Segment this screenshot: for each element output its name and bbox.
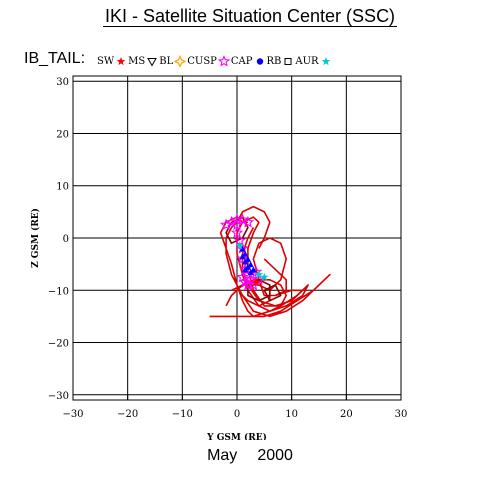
- legend-label: BL: [159, 55, 174, 67]
- legend-symbol-icon: [321, 57, 330, 66]
- footer-date: May 2000: [0, 447, 500, 465]
- marker-sw: [251, 277, 261, 287]
- orbit-track: [263, 258, 288, 297]
- orbit-track: [219, 216, 331, 318]
- marker-cap: [242, 258, 249, 265]
- x-tick-label: 0: [234, 409, 240, 420]
- legend-item-bl: BL: [159, 55, 187, 67]
- legend-label: RB: [266, 55, 282, 67]
- legend-item-aur: AUR: [295, 55, 331, 67]
- legend-glyph: [147, 58, 158, 67]
- title-text: IKI - Satellite Situation Center (SSC): [102, 6, 398, 27]
- marker-cusp: [230, 226, 244, 238]
- legend-item-rb: RB: [267, 55, 295, 67]
- legend-label: AUR: [295, 55, 319, 67]
- orbit-track: [247, 278, 271, 302]
- x-axis-label: Y GSM (RE): [206, 432, 267, 440]
- marker-cap: [247, 268, 254, 275]
- y-tick-label: 10: [56, 182, 69, 193]
- marker-aur: [235, 241, 244, 250]
- ticks: −30 −20 −10 0 10 20 30 −30 −20 −10 0 10 20 30: [48, 77, 407, 420]
- legend-glyph: [321, 57, 330, 66]
- legend-glyph: [116, 57, 126, 66]
- orbit-track: [236, 216, 309, 313]
- marker-cap: [244, 263, 251, 270]
- marker-aur: [254, 270, 264, 279]
- marker-aur: [260, 272, 269, 281]
- orbit-chart: −30 −20 −10 0 10 20 30 −30 −20 −10 0 10 20 30 Y GSM (…: [30, 75, 407, 440]
- marker-cap: [244, 255, 251, 262]
- legend-item-cusp: CUSP: [187, 55, 230, 67]
- legend-label: MS: [128, 55, 146, 67]
- legend-item-cap: CAP: [231, 55, 266, 67]
- marker-cap: [239, 253, 246, 260]
- x-tick-label: 10: [285, 409, 298, 420]
- y-tick-label: 20: [56, 129, 69, 140]
- legend-label: CAP: [230, 55, 253, 67]
- marker-cusp: [236, 270, 249, 283]
- legend-glyph: [284, 58, 292, 65]
- legend-item-ms: MS: [128, 55, 158, 67]
- x-tick-label: −10: [172, 409, 193, 420]
- legend-glyph: [174, 55, 187, 67]
- y-tick-label: −20: [48, 339, 69, 350]
- marker-cap: [250, 266, 257, 273]
- marker-cusp: [241, 215, 255, 228]
- x-tick-label: 30: [395, 409, 408, 420]
- legend: SW MS BL CUSP CAP RB AUR: [97, 55, 333, 67]
- marker-cusp: [236, 213, 249, 226]
- legend-glyph: [256, 58, 263, 65]
- orbit-track: [236, 205, 271, 249]
- legend-symbol-icon: [284, 58, 292, 65]
- x-tick-label: −20: [117, 409, 138, 420]
- marker-cusp: [241, 278, 255, 291]
- marker-cap: [247, 261, 254, 268]
- x-tick-label: −30: [62, 409, 83, 420]
- y-tick-label: 30: [56, 77, 69, 88]
- marker-cusp: [219, 218, 233, 231]
- marker-cap: [239, 245, 246, 252]
- legend-symbol-icon: [147, 58, 158, 67]
- page-title: IKI - Satellite Situation Center (SSC): [0, 6, 500, 27]
- legend-symbol-icon: [217, 55, 230, 67]
- footer-month: May: [207, 447, 238, 464]
- marker-layer: [219, 213, 269, 291]
- legend-symbol-icon: [116, 57, 126, 66]
- orbit-track: [263, 284, 282, 302]
- legend-label: SW: [97, 55, 115, 67]
- marker-cusp: [236, 252, 249, 265]
- legend-glyph: [217, 55, 230, 67]
- y-axis-label: Z GSM (RE): [30, 208, 41, 268]
- legend-label: CUSP: [187, 55, 217, 67]
- legend-item-sw: SW: [97, 55, 127, 67]
- orbit-track: [225, 216, 249, 244]
- x-tick-label: 20: [340, 409, 353, 420]
- legend-symbol-icon: [174, 55, 187, 67]
- marker-cap: [242, 250, 249, 257]
- marker-cap: [242, 266, 249, 273]
- panel-label: IB_TAIL:: [24, 50, 86, 67]
- y-tick-label: −10: [48, 286, 69, 297]
- legend-symbol-icon: [256, 58, 263, 65]
- footer-year: 2000: [257, 447, 293, 464]
- y-tick-label: −30: [48, 391, 69, 402]
- y-tick-label: 0: [63, 234, 69, 245]
